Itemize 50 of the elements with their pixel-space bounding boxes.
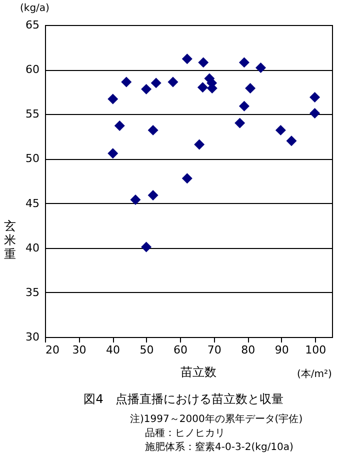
point [141,242,152,252]
point [141,84,152,94]
x-tick-label: 60 [174,344,188,356]
point [198,57,209,68]
x-tick-label: 80 [241,344,256,356]
point [148,124,158,136]
text: (kg/a) [20,3,50,14]
y-tick-label: 55 [26,108,40,121]
point [197,82,208,93]
point [130,194,141,205]
point [182,54,192,64]
point [182,173,192,184]
point [108,148,118,159]
text: 図4 点播直播における苗立数と収量 [84,392,284,406]
text: (本/m²) [297,368,332,380]
point [245,83,256,94]
point [238,57,250,68]
point [148,190,158,201]
point [256,62,266,74]
x-tick-label: 50 [140,344,154,356]
y-tick-label: 30 [26,330,40,344]
point [168,76,178,88]
point [238,100,250,112]
x-tick-label: 20 [46,344,60,356]
point [194,139,205,150]
text: 注)1997～2000年の累年データ(宇佐) [130,413,303,425]
point [275,124,286,136]
point [150,78,162,88]
point [234,118,246,128]
y-tick-label: 45 [26,196,40,210]
y-tick-label: 60 [26,63,40,76]
x-tick-label: 30 [72,344,86,356]
point [114,120,125,131]
text: 施肥体系：窒素4-0-3-2(kg/10a) [145,441,294,453]
x-tick-label: 100 [305,344,326,356]
y-axis-title: 玄米重 [4,219,16,261]
point [108,94,118,104]
point [121,76,132,88]
x-tick-label: 70 [207,344,222,356]
y-tick-label: 50 [26,152,40,166]
point [310,92,320,102]
x-tick-label: 90 [274,344,289,356]
point [310,108,320,118]
text: 品種：ヒノヒカリ [145,428,225,439]
y-tick-label: 35 [26,286,40,299]
y-tick-label: 65 [26,18,40,32]
x-tick-label: 40 [106,344,120,356]
y-tick-label: 40 [26,241,40,254]
point [286,136,297,146]
x-axis-title: 苗立数 [180,365,216,379]
